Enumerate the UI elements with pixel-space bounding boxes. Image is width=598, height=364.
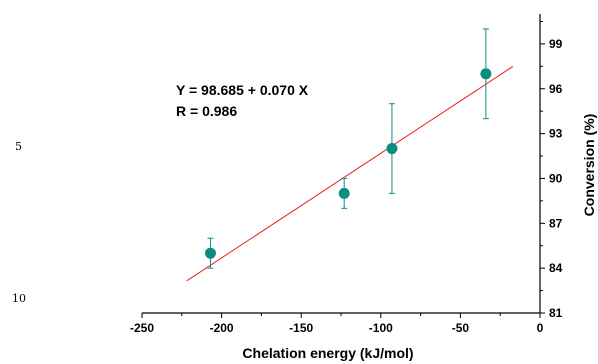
x-tick-label: -200 — [210, 321, 234, 335]
margin-number-5: 5 — [15, 140, 22, 153]
data-point-group — [480, 28, 492, 120]
x-axis-title: Chelation energy (kJ/mol) — [242, 345, 413, 361]
y-tick-label: 93 — [549, 127, 563, 141]
data-point-group — [204, 237, 216, 269]
fit-line-group — [186, 65, 514, 282]
x-tick-label: -50 — [452, 321, 470, 335]
y-tick-label: 99 — [549, 37, 563, 51]
x-tick-label: 0 — [537, 321, 544, 335]
r-value-annotation: R = 0.986 — [176, 103, 237, 119]
equation-annotation: Y = 98.685 + 0.070 X — [176, 82, 309, 98]
y-tick-label: 87 — [549, 216, 563, 230]
y-axis-title: Conversion (%) — [581, 114, 597, 217]
data-point-group — [386, 103, 398, 194]
regression-line — [186, 65, 514, 282]
y-tick-label: 84 — [549, 261, 563, 275]
x-tick-label: -250 — [130, 321, 154, 335]
axes — [141, 14, 545, 318]
margin-number-10: 10 — [12, 292, 26, 305]
x-tick-label: -100 — [369, 321, 393, 335]
y-tick-label: 96 — [549, 82, 563, 96]
data-point — [338, 187, 350, 199]
data-point — [204, 247, 216, 259]
data-point-group — [338, 177, 350, 209]
axis-labels: -250 -200 -150 -100 -50 0 81 84 87 90 93 96 99 — [130, 37, 563, 335]
y-tick-label: 90 — [549, 171, 563, 185]
x-tick-label: -150 — [289, 321, 313, 335]
y-tick-label: 81 — [549, 306, 563, 320]
data-points — [204, 28, 492, 269]
data-point — [480, 68, 492, 80]
data-point — [386, 143, 398, 155]
